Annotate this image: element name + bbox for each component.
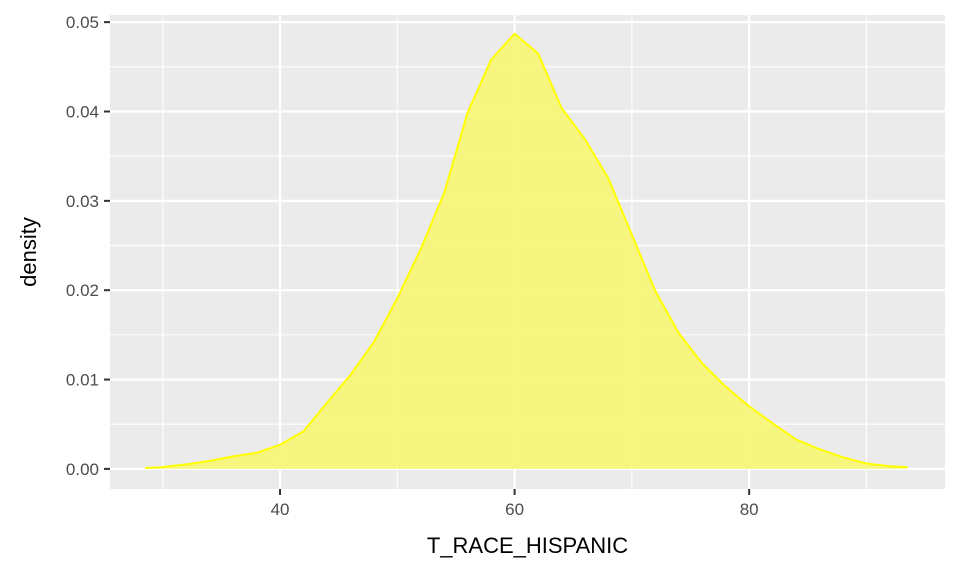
x-tick-label: 60 <box>505 500 524 519</box>
x-axis: 40 60 80 <box>271 489 759 519</box>
x-axis-title: T_RACE_HISPANIC <box>427 533 628 558</box>
y-tick-label: 0.05 <box>66 13 99 32</box>
y-axis-title: density <box>16 217 41 287</box>
density-area <box>145 33 908 469</box>
y-tick-label: 0.02 <box>66 281 99 300</box>
x-tick-label: 80 <box>740 500 759 519</box>
y-tick-label: 0.03 <box>66 192 99 211</box>
density-line <box>145 32 908 469</box>
y-tick-label: 0.01 <box>66 371 99 390</box>
x-tick-label: 40 <box>271 500 290 519</box>
y-tick-label: 0.04 <box>66 102 99 121</box>
y-tick-label: 0.00 <box>66 460 99 479</box>
y-axis: 0.00 0.01 0.02 0.03 0.04 0.05 <box>66 13 110 479</box>
